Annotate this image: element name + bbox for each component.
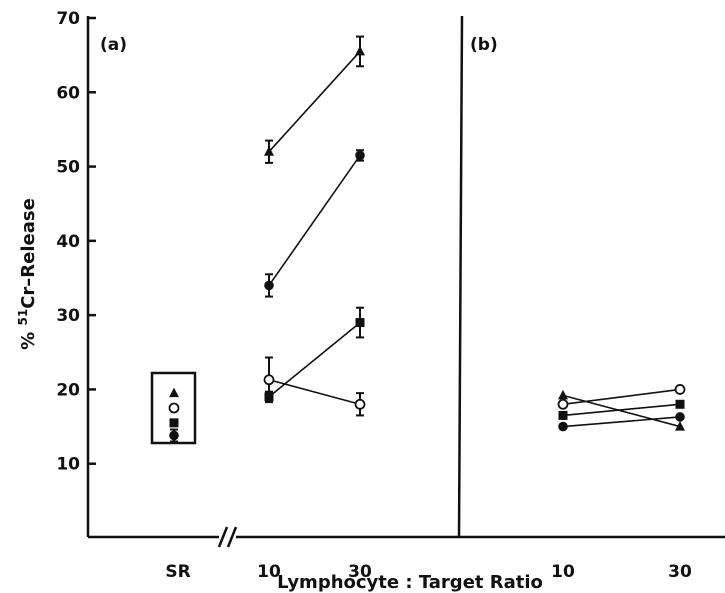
sr-box	[150, 371, 197, 445]
x-tick-label-b-30: 30	[668, 562, 692, 582]
sr-point-circle-filled	[169, 430, 179, 441]
point-b-circle-open-10	[557, 398, 569, 410]
y-ticks: 10 20 30 40 50 60 70	[56, 9, 96, 475]
sr-point-circle-open	[168, 402, 180, 414]
y-tick-label-60: 60	[56, 83, 80, 103]
series-line-a-square	[268, 321, 361, 398]
x-tick-label-sr: SR	[165, 562, 190, 582]
axis-break-slash-1	[217, 526, 229, 548]
panel-label-b: (b)	[470, 35, 498, 55]
point-b-circle-filled-30	[675, 412, 685, 422]
y-axis-title-superscript: 51	[16, 309, 30, 326]
sr-point-square	[169, 418, 179, 428]
series-line-b-circle-open	[562, 388, 681, 406]
y-axis-title: % 51Cr–Release	[16, 198, 39, 350]
point-a-circle-filled-30	[355, 150, 365, 161]
series-line-a-circle-filled	[268, 154, 361, 286]
x-tick-label-b-10: 10	[551, 562, 575, 582]
series-line-b-square	[562, 403, 681, 417]
point-a-triangle-10	[264, 146, 274, 156]
y-tick-label-70: 70	[56, 9, 80, 29]
point-a-circle-filled-10	[264, 280, 274, 291]
chart-marks	[168, 35, 686, 443]
point-a-circle-open-10	[263, 374, 275, 386]
point-a-circle-open-30	[354, 398, 366, 410]
y-axis-title-rest: Cr–Release	[18, 198, 39, 309]
series-line-a-circle-open	[268, 378, 361, 406]
series-line-b-triangle	[562, 394, 681, 428]
x-axis-title: Lymphocyte : Target Ratio	[277, 572, 543, 593]
point-b-circle-open-30	[674, 384, 686, 395]
point-b-circle-filled-10	[558, 421, 568, 432]
point-a-square-30	[355, 318, 365, 328]
y-tick-label-20: 20	[56, 380, 80, 400]
y-tick-label-40: 40	[56, 232, 80, 252]
y-tick-label-30: 30	[56, 306, 80, 326]
point-b-triangle-10	[558, 389, 568, 400]
x-tick-label-a-30: 30	[348, 562, 372, 582]
point-a-triangle-30	[355, 45, 365, 56]
x-tick-label-a-10: 10	[257, 562, 281, 582]
y-tick-label-50: 50	[56, 158, 80, 178]
panel-divider	[457, 15, 464, 538]
point-b-triangle-30	[675, 421, 685, 431]
y-tick-label-10: 10	[56, 455, 80, 475]
axis-break-slash-2	[226, 526, 238, 548]
point-b-square-10	[558, 410, 568, 420]
series-line-a-triangle	[268, 50, 361, 153]
series-line-b-circle-filled	[562, 416, 681, 428]
sr-point-triangle	[169, 387, 179, 398]
y-axis-title-prefix: %	[18, 326, 39, 350]
panel-label-a: (a)	[100, 35, 127, 55]
point-b-square-30	[675, 399, 685, 409]
